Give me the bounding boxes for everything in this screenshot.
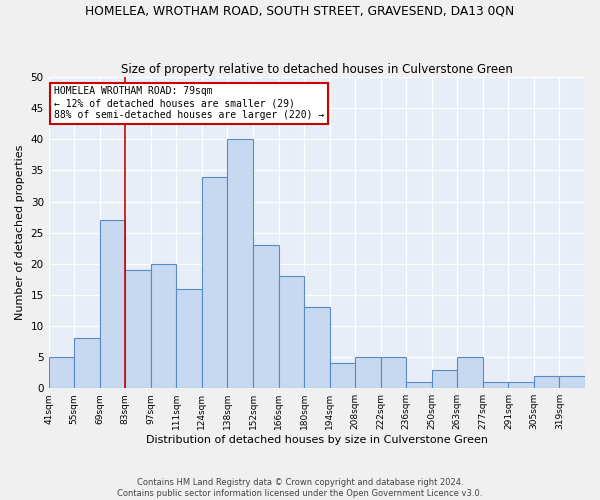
Bar <box>176 288 202 388</box>
Bar <box>406 382 432 388</box>
Bar <box>355 357 380 388</box>
Y-axis label: Number of detached properties: Number of detached properties <box>15 145 25 320</box>
X-axis label: Distribution of detached houses by size in Culverstone Green: Distribution of detached houses by size … <box>146 435 488 445</box>
Text: HOMELEA, WROTHAM ROAD, SOUTH STREET, GRAVESEND, DA13 0QN: HOMELEA, WROTHAM ROAD, SOUTH STREET, GRA… <box>85 5 515 18</box>
Bar <box>380 357 406 388</box>
Bar <box>559 376 585 388</box>
Bar <box>329 364 355 388</box>
Text: HOMELEA WROTHAM ROAD: 79sqm
← 12% of detached houses are smaller (29)
88% of sem: HOMELEA WROTHAM ROAD: 79sqm ← 12% of det… <box>54 86 324 120</box>
Bar <box>125 270 151 388</box>
Bar <box>100 220 125 388</box>
Bar <box>151 264 176 388</box>
Bar <box>432 370 457 388</box>
Text: Contains HM Land Registry data © Crown copyright and database right 2024.
Contai: Contains HM Land Registry data © Crown c… <box>118 478 482 498</box>
Bar <box>74 338 100 388</box>
Bar <box>304 308 329 388</box>
Bar <box>202 176 227 388</box>
Title: Size of property relative to detached houses in Culverstone Green: Size of property relative to detached ho… <box>121 63 513 76</box>
Bar <box>534 376 559 388</box>
Bar <box>253 245 278 388</box>
Bar <box>457 357 483 388</box>
Bar <box>508 382 534 388</box>
Bar <box>483 382 508 388</box>
Bar <box>227 140 253 388</box>
Bar <box>49 357 74 388</box>
Bar <box>278 276 304 388</box>
